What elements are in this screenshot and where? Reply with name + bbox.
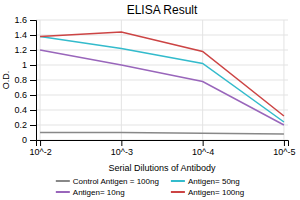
y-tick: 0.8 <box>14 75 36 85</box>
series-line <box>40 32 284 116</box>
legend-swatch <box>56 180 70 182</box>
grid-line-y <box>36 95 288 96</box>
x-tick: 10^-3 <box>111 140 133 157</box>
legend-label: Antigen= 10ng <box>73 188 125 197</box>
x-tick-mark <box>40 140 41 146</box>
plot-area: 10^-2 10^-3 10^-4 10^-5 0 0.2 0.4 0.6 0.8 1 1.2 1.4… <box>14 15 295 157</box>
y-axis-title: O.D. <box>1 71 11 90</box>
y-tick-label: 1 <box>22 60 27 70</box>
x-tick: 10^-2 <box>29 140 51 157</box>
y-tick: 0.6 <box>14 90 36 100</box>
y-tick: 0.2 <box>14 120 36 130</box>
series-line <box>40 133 284 135</box>
y-axis-line <box>30 21 37 141</box>
y-tick-label: 0.6 <box>14 90 27 100</box>
x-tick-label: 10^-2 <box>29 147 51 157</box>
y-tick-label: 1.6 <box>14 15 27 25</box>
legend-item: Antigen= 100ng <box>171 188 244 197</box>
grid-line-y <box>36 20 288 21</box>
y-tick-mark <box>30 110 36 111</box>
x-axis: 10^-2 10^-3 10^-4 10^-5 <box>29 140 295 157</box>
grid <box>36 20 288 140</box>
legend-item: Antigen= 50ng <box>171 177 240 186</box>
grid-line-y <box>36 65 288 66</box>
grid-line-x <box>202 20 203 140</box>
grid-line-y <box>36 125 288 126</box>
series-group <box>40 32 284 134</box>
chart-container: 10^-2 10^-3 10^-4 10^-5 0 0.2 0.4 0.6 0.8 1 1.2 1.4… <box>0 0 300 200</box>
grid-line-y <box>36 110 288 111</box>
grid-line-x <box>121 20 122 140</box>
y-tick: 0 <box>22 135 36 145</box>
legend-label: Antigen= 50ng <box>188 177 240 186</box>
y-tick: 0.4 <box>14 105 36 115</box>
legend-label: Control Antigen = 100ng <box>73 177 159 186</box>
legend-swatch <box>171 180 185 182</box>
chart-title: ELISA Result <box>127 3 198 17</box>
y-tick-mark <box>30 35 36 36</box>
y-tick-label: 1.2 <box>14 45 27 55</box>
y-tick: 1.6 <box>14 15 36 25</box>
y-tick-label: 0.2 <box>14 120 27 130</box>
chart-svg: 10^-2 10^-3 10^-4 10^-5 0 0.2 0.4 0.6 0.8 1 1.2 1.4… <box>0 0 300 200</box>
y-tick-label: 0 <box>22 135 27 145</box>
y-tick: 1.2 <box>14 45 36 55</box>
y-tick-label: 1.4 <box>14 30 27 40</box>
x-tick-mark <box>121 140 122 146</box>
series-line <box>40 37 284 123</box>
legend-label: Antigen= 100ng <box>188 188 244 197</box>
y-tick: 1 <box>22 60 36 70</box>
y-tick-label: 0.8 <box>14 75 27 85</box>
y-tick-mark <box>30 65 36 66</box>
x-tick: 10^-5 <box>273 140 295 157</box>
legend-swatch <box>171 191 185 193</box>
y-tick-mark <box>30 95 36 96</box>
x-tick-mark <box>203 140 204 146</box>
grid-line-y <box>36 80 288 81</box>
legend: Control Antigen = 100ng Antigen= 10ng Anti… <box>56 177 244 197</box>
x-tick-mark <box>284 140 285 146</box>
legend-item: Control Antigen = 100ng <box>56 177 159 186</box>
x-tick-label: 10^-4 <box>192 147 214 157</box>
x-axis-title: Serial Dilutions of Antibody <box>108 163 216 173</box>
x-tick-label: 10^-5 <box>273 147 295 157</box>
y-tick-mark <box>30 50 36 51</box>
y-tick-mark <box>30 125 36 126</box>
y-axis: 0 0.2 0.4 0.6 0.8 1 1.2 1.4 1.6 <box>14 15 36 145</box>
grid-line-y <box>36 50 288 51</box>
y-tick-mark <box>30 80 36 81</box>
legend-swatch <box>56 191 70 193</box>
y-tick-mark <box>30 20 36 21</box>
y-tick-label: 0.4 <box>14 105 27 115</box>
y-tick-mark <box>30 140 36 141</box>
x-tick-label: 10^-3 <box>111 147 133 157</box>
x-axis-line <box>37 141 289 147</box>
x-tick: 10^-4 <box>192 140 214 157</box>
legend-item: Antigen= 10ng <box>56 188 125 197</box>
grid-line-x <box>40 20 41 140</box>
y-tick: 1.4 <box>14 30 36 40</box>
